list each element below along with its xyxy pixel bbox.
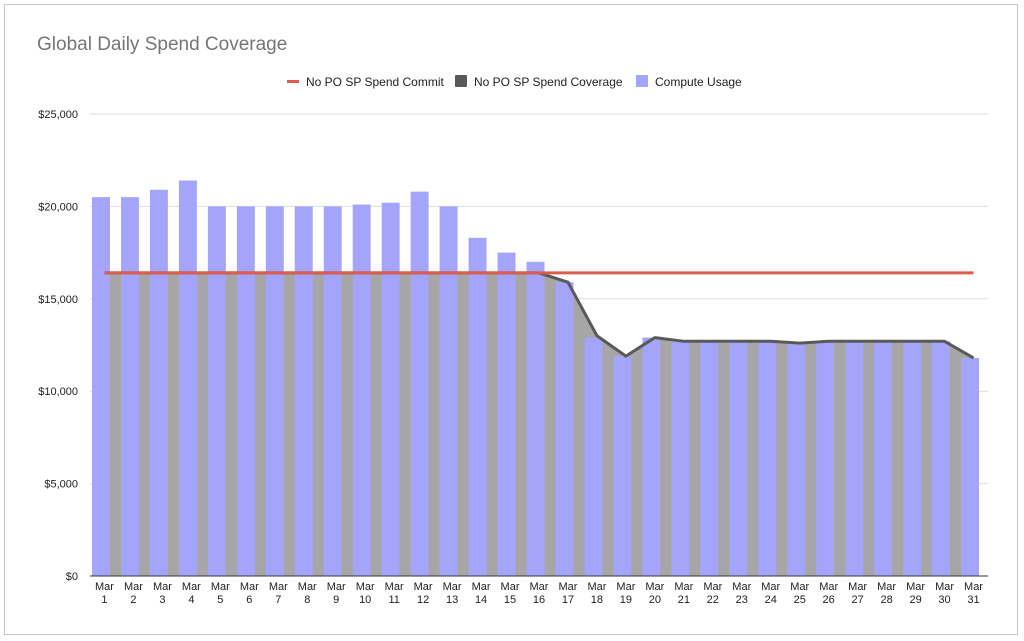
usage-bar xyxy=(120,197,139,576)
x-tick-label: Mar 30 xyxy=(935,581,954,606)
usage-bar xyxy=(236,206,255,576)
x-tick-label: Mar 24 xyxy=(761,581,780,606)
x-tick-label: Mar 10 xyxy=(356,581,375,606)
usage-bar xyxy=(758,341,777,576)
usage-bar xyxy=(787,343,806,576)
x-tick-label: Mar 28 xyxy=(877,581,896,606)
usage-bar xyxy=(468,237,487,577)
usage-bar xyxy=(497,252,516,576)
usage-bar xyxy=(932,341,951,576)
legend-label: No PO SP Spend Coverage xyxy=(474,75,623,89)
x-tick-label: Mar 19 xyxy=(616,581,635,606)
usage-bar xyxy=(207,206,226,576)
x-tick-label: Mar 9 xyxy=(327,581,346,606)
usage-bar xyxy=(961,357,979,576)
y-tick-label: $10,000 xyxy=(38,386,78,398)
x-tick-label: Mar 8 xyxy=(298,581,317,606)
x-tick-label: Mar 17 xyxy=(558,581,577,606)
x-tick-label: Mar 7 xyxy=(269,581,288,606)
x-tick-label: Mar 20 xyxy=(645,581,664,606)
usage-bar xyxy=(410,191,429,576)
legend-swatch xyxy=(455,75,467,87)
x-tick-label: Mar 31 xyxy=(964,581,983,606)
legend-swatch xyxy=(636,75,648,87)
x-tick-label: Mar 15 xyxy=(501,581,520,606)
x-tick-label: Mar 3 xyxy=(153,581,172,606)
usage-bar xyxy=(323,206,342,576)
usage-bar xyxy=(700,341,719,576)
x-tick-label: Mar 1 xyxy=(95,581,114,606)
x-tick-label: Mar 27 xyxy=(848,581,867,606)
x-tick-label: Mar 6 xyxy=(240,581,259,606)
usage-bar xyxy=(642,337,661,576)
usage-bar xyxy=(439,206,458,576)
usage-bar xyxy=(178,180,197,576)
usage-bar xyxy=(613,356,632,576)
x-tick-label: Mar 18 xyxy=(587,581,606,606)
x-tick-label: Mar 2 xyxy=(124,581,143,606)
chart-title: Global Daily Spend Coverage xyxy=(37,34,288,55)
x-tick-label: Mar 11 xyxy=(385,581,404,606)
usage-bar xyxy=(381,202,400,577)
x-tick-label: Mar 25 xyxy=(790,581,809,606)
y-tick-label: $15,000 xyxy=(38,294,78,306)
usage-bar xyxy=(671,341,690,576)
usage-bar xyxy=(874,341,893,576)
usage-bar xyxy=(352,204,371,576)
usage-bar xyxy=(729,341,748,576)
usage-bar xyxy=(149,189,168,576)
x-tick-label: Mar 5 xyxy=(211,581,230,606)
x-tick-label: Mar 26 xyxy=(819,581,838,606)
x-tick-label: Mar 4 xyxy=(182,581,201,606)
x-tick-label: Mar 16 xyxy=(530,581,549,606)
usage-bar xyxy=(526,261,545,576)
usage-bar xyxy=(555,282,574,576)
usage-bar xyxy=(265,206,284,576)
x-tick-label: Mar 23 xyxy=(732,581,751,606)
x-tick-label: Mar 29 xyxy=(906,581,925,606)
usage-bar xyxy=(816,341,835,576)
usage-bar xyxy=(92,197,110,576)
x-tick-label: Mar 12 xyxy=(414,581,433,606)
y-tick-label: $20,000 xyxy=(38,201,78,213)
usage-bar xyxy=(903,341,922,576)
legend-swatch xyxy=(287,80,299,83)
x-tick-label: Mar 14 xyxy=(472,581,491,606)
x-tick-label: Mar 22 xyxy=(703,581,722,606)
usage-bar xyxy=(294,206,313,576)
x-tick-label: Mar 13 xyxy=(443,581,462,606)
legend-label: Compute Usage xyxy=(655,75,742,89)
usage-bar xyxy=(845,341,864,576)
y-tick-label: $25,000 xyxy=(38,109,78,121)
usage-bar xyxy=(584,337,603,576)
legend-label: No PO SP Spend Commit xyxy=(306,75,445,89)
x-tick-label: Mar 21 xyxy=(674,581,693,606)
y-tick-label: $5,000 xyxy=(44,479,78,491)
y-tick-label: $0 xyxy=(66,571,78,583)
